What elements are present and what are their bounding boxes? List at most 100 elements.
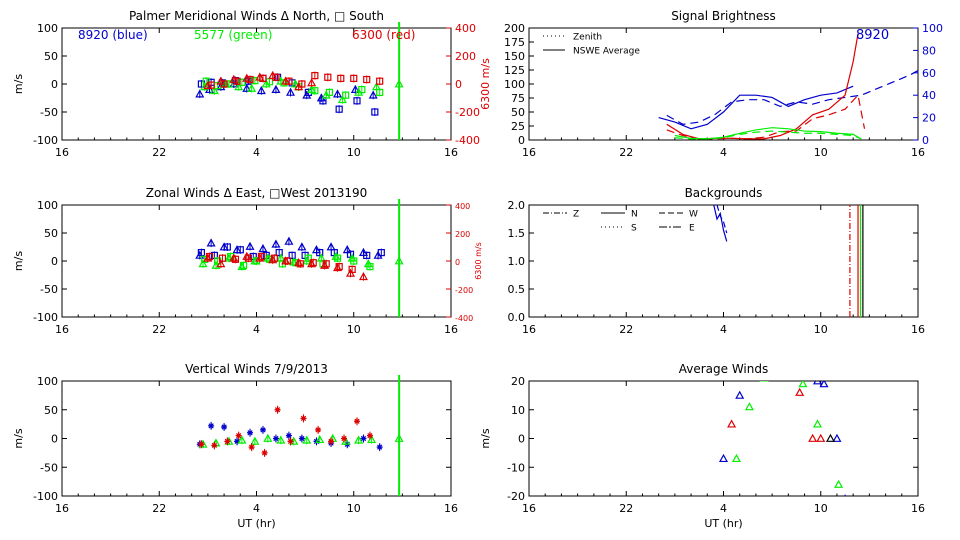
y2-tick-label: 40 (922, 89, 936, 102)
series-line (716, 205, 728, 234)
data-point (206, 238, 216, 247)
y-tick-label: 100 (37, 199, 58, 212)
data-point (350, 84, 360, 94)
y-tick-label: 75 (511, 92, 525, 105)
data-point (208, 422, 215, 429)
x-tick-label: 16 (444, 502, 458, 515)
y-tick-label: 2.0 (508, 199, 526, 212)
y-axis-label: m/s (12, 251, 25, 271)
color-key-label: 8920 (blue) (78, 28, 148, 42)
data-point (235, 432, 242, 439)
data-point (718, 453, 729, 463)
y2-tick-label: 0 (922, 134, 929, 147)
data-point (207, 81, 215, 89)
data-point (197, 249, 205, 257)
y-tick-label: 0 (51, 255, 58, 268)
x-tick-label: 10 (347, 502, 361, 515)
data-point (337, 94, 347, 104)
data-point (224, 438, 231, 445)
y2-tick-label: -400 (455, 134, 480, 147)
legend-label: Zenith (573, 33, 602, 43)
data-point (324, 73, 332, 81)
y2-tick-label: 400 (455, 202, 470, 211)
data-point (234, 82, 244, 91)
series-line (666, 93, 866, 140)
series-line (674, 130, 862, 140)
data-point (276, 435, 286, 444)
data-point (258, 243, 268, 253)
data-point (246, 75, 254, 84)
data-point (247, 83, 257, 92)
data-point (247, 429, 254, 436)
legend-label: W (689, 210, 698, 220)
data-point (376, 77, 384, 85)
data-point (288, 251, 296, 259)
data-point (744, 402, 754, 411)
data-point (812, 419, 823, 428)
data-point (198, 441, 205, 448)
data-point (825, 433, 835, 442)
data-point (358, 85, 366, 94)
legend-label: N (631, 210, 638, 220)
y-tick-label: 20 (511, 375, 525, 388)
y2-tick-label: 0 (455, 78, 462, 91)
data-point (832, 433, 842, 442)
x-axis-label: UT (hr) (237, 517, 275, 530)
x-tick-label: 16 (55, 146, 69, 159)
data-point (272, 435, 279, 442)
y2-tick-label: 0 (455, 258, 460, 267)
data-point (341, 435, 348, 442)
data-point (812, 381, 823, 385)
x-tick-label: 16 (522, 323, 536, 336)
data-point (366, 432, 373, 439)
data-point (816, 433, 826, 442)
x-tick-label: 16 (911, 146, 925, 159)
x-tick-label: 22 (619, 146, 633, 159)
data-point (333, 254, 342, 262)
data-point (244, 254, 252, 262)
data-point (271, 84, 281, 94)
data-point (233, 77, 241, 85)
y-tick-label: 0 (51, 78, 58, 91)
data-point (298, 435, 305, 442)
y-tick-label: 25 (511, 120, 525, 133)
x-tick-label: 16 (522, 502, 536, 515)
data-point (335, 105, 343, 113)
data-point (348, 265, 356, 273)
data-point (377, 249, 385, 257)
data-point (368, 90, 378, 99)
x-tick-label: 4 (253, 323, 260, 336)
y-tick-label: 1.5 (508, 227, 526, 240)
data-point (363, 251, 371, 259)
plot-frame (528, 27, 919, 141)
data-point (261, 449, 268, 456)
series-line (713, 205, 728, 242)
y-tick-label: -50 (40, 106, 58, 119)
data-point (353, 97, 361, 105)
data-point (316, 249, 324, 257)
x-tick-label: 22 (619, 502, 633, 515)
plot-area (718, 381, 847, 496)
data-point (259, 426, 266, 433)
data-point (808, 433, 818, 442)
data-point (218, 254, 227, 262)
data-point (296, 260, 304, 268)
y2-tick-label: 400 (455, 22, 476, 35)
data-point (261, 79, 271, 88)
data-point (216, 259, 226, 268)
data-point (205, 252, 214, 261)
y2-tick-label: 60 (922, 67, 936, 80)
data-point (335, 263, 343, 271)
data-point (275, 249, 283, 257)
y2-tick-label: -200 (455, 106, 480, 119)
x-tick-label: 10 (347, 146, 361, 159)
x-tick-label: 16 (522, 146, 536, 159)
series-line (666, 70, 918, 125)
x-tick-label: 4 (253, 502, 260, 515)
data-point (300, 415, 307, 422)
data-point (259, 74, 267, 83)
